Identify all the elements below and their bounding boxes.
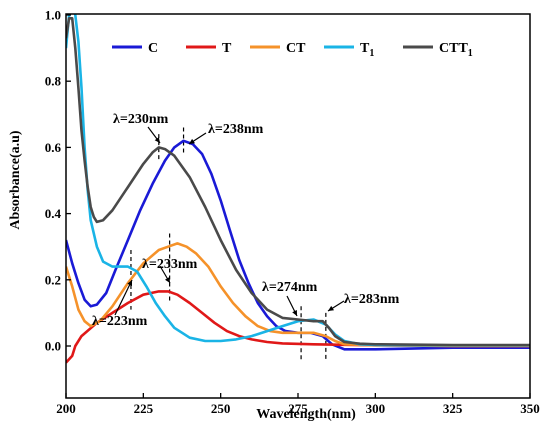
legend-sub-3: 1 — [369, 48, 374, 59]
annotation-label-1: λ=238nm — [208, 122, 264, 137]
x-tick-label-4: 300 — [366, 401, 386, 416]
annotation-label-5: λ=283nm — [344, 292, 400, 307]
annotation-label-4: λ=274nm — [262, 280, 318, 295]
annotation-arrowhead-1 — [189, 138, 195, 144]
annotation-arrowhead-0 — [154, 137, 160, 143]
y-tick-label-5: 1.0 — [45, 8, 61, 23]
legend-name-2: CT — [286, 41, 306, 56]
annotation-label-0: λ=230nm — [113, 112, 169, 127]
legend-name-4: CTT — [439, 41, 468, 56]
legend-label-4: CTT1 — [439, 41, 473, 59]
x-tick-label-2: 250 — [211, 401, 231, 416]
series-line-2 — [66, 242, 530, 348]
x-tick-label-5: 325 — [443, 401, 463, 416]
x-tick-label-6: 350 — [520, 401, 540, 416]
y-tick-label-2: 0.4 — [45, 206, 62, 221]
legend-label-0: C — [148, 41, 158, 56]
y-axis-title: Absorbance(a.u) — [8, 130, 23, 230]
series-layer — [66, 14, 530, 364]
legend-label-3: T1 — [360, 41, 374, 59]
annotation-layer: λ=230nm λ=238nm λ=233nm λ=223nm λ=274nm λ=283… — [92, 112, 400, 329]
annotation-arrowhead-4 — [292, 310, 297, 316]
peak-markers — [130, 127, 327, 360]
legend-sub-4: 1 — [468, 48, 473, 59]
y-tick-label-0: 0.0 — [45, 339, 61, 354]
annotation-arrowhead-3 — [127, 280, 132, 286]
legend-name-1: T — [222, 41, 232, 56]
legend: C T CT T1 CTT1 — [112, 41, 473, 59]
y-tick-label-4: 0.8 — [45, 74, 62, 89]
annotation-arrowhead-2 — [165, 277, 170, 283]
legend-name-0: C — [148, 41, 158, 56]
y-tick-label-1: 0.2 — [45, 272, 61, 287]
annotation-label-2: λ=233nm — [142, 257, 198, 272]
legend-label-2: CT — [286, 41, 306, 56]
y-tick-label-3: 0.6 — [45, 140, 62, 155]
legend-label-1: T — [222, 41, 232, 56]
series-line-1 — [66, 290, 530, 364]
x-axis-title: Wavelength(nm) — [256, 407, 356, 422]
x-tick-label-3: 275 — [288, 401, 308, 416]
annotation-arrowhead-5 — [328, 305, 334, 311]
annotation-arrow-3 — [114, 279, 133, 316]
axes: 200 225 250 275 300 325 350 0.0 0.2 0.4 0.6 0.8 1.0 — [45, 8, 540, 417]
x-tick-label-1: 225 — [134, 401, 154, 416]
x-tick-label-0: 200 — [56, 401, 76, 416]
annotation-label-3: λ=223nm — [92, 314, 148, 329]
legend-name-3: T — [360, 41, 370, 56]
series-line-4 — [66, 17, 530, 347]
plot-frame — [65, 13, 531, 399]
